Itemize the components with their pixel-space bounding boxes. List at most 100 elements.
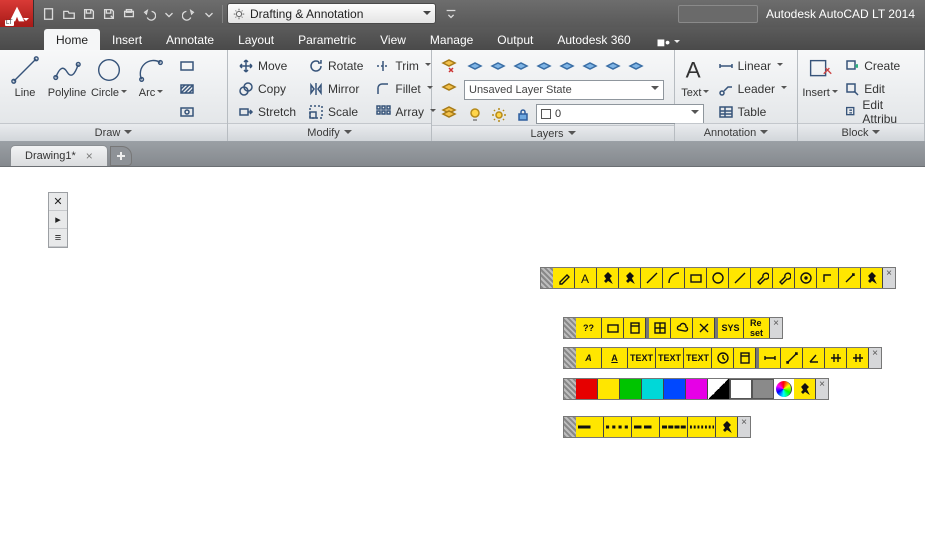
toolbar-grip[interactable] bbox=[541, 268, 553, 288]
qat-new-icon[interactable] bbox=[40, 5, 58, 23]
block-insert-button[interactable]: Insert bbox=[802, 53, 838, 99]
tb1-btn-10[interactable] bbox=[773, 268, 795, 288]
table-button[interactable]: Table bbox=[714, 101, 791, 122]
app-menu-button[interactable]: LT bbox=[0, 0, 34, 27]
tb3-btn-4[interactable]: TEXT bbox=[684, 348, 712, 368]
linetype-btn-2[interactable] bbox=[632, 417, 660, 437]
layer-b3[interactable] bbox=[510, 55, 532, 76]
tb3-btn-3[interactable]: TEXT bbox=[656, 348, 684, 368]
color-swatch-0[interactable] bbox=[576, 379, 598, 399]
tb2-btn-4[interactable] bbox=[649, 318, 671, 338]
drawing-canvas[interactable]: ✕ ▸ ≡ A× ??SYSReset× AATEXTTEXTTEXT× × × bbox=[0, 167, 925, 542]
tb2-btn-1[interactable] bbox=[602, 318, 624, 338]
floating-toolbar-1[interactable]: A× bbox=[540, 267, 896, 289]
toolbar-grip[interactable] bbox=[564, 318, 576, 338]
toolbar-close-icon[interactable]: × bbox=[770, 318, 782, 338]
qat-redo-icon[interactable] bbox=[180, 5, 198, 23]
layer-b6[interactable] bbox=[579, 55, 601, 76]
qat-open-icon[interactable] bbox=[60, 5, 78, 23]
color-bw-icon[interactable] bbox=[708, 379, 730, 399]
block-edit-button[interactable]: Edit bbox=[840, 78, 918, 99]
linetype-btn-1[interactable] bbox=[604, 417, 632, 437]
color-box-2[interactable] bbox=[752, 379, 774, 399]
modify-mirror-button[interactable]: Mirror bbox=[304, 78, 367, 99]
tab-parametric[interactable]: Parametric bbox=[286, 29, 368, 50]
modify-stretch-button[interactable]: Stretch bbox=[234, 101, 300, 122]
tab-view[interactable]: View bbox=[368, 29, 418, 50]
layer-props-button[interactable] bbox=[438, 55, 460, 76]
tb3-btn-9[interactable] bbox=[781, 348, 803, 368]
tb3-btn-11[interactable] bbox=[825, 348, 847, 368]
floating-toolbar-3[interactable]: AATEXTTEXTTEXT× bbox=[563, 347, 882, 369]
title-search[interactable] bbox=[678, 5, 758, 23]
tab-extra-button[interactable]: ■• bbox=[657, 34, 680, 50]
draw-polyline-button[interactable]: Polyline bbox=[46, 53, 88, 99]
palette-toggle-icon[interactable]: ▸ bbox=[49, 211, 67, 229]
palette-menu-icon[interactable]: ≡ bbox=[49, 229, 67, 247]
tb3-btn-6[interactable] bbox=[734, 348, 756, 368]
modify-move-button[interactable]: Move bbox=[234, 55, 300, 76]
document-tab[interactable]: Drawing1* × bbox=[10, 145, 108, 166]
leader-button[interactable]: Leader bbox=[714, 78, 791, 99]
tb1-btn-7[interactable] bbox=[707, 268, 729, 288]
layer-b2[interactable] bbox=[487, 55, 509, 76]
tb1-btn-0[interactable] bbox=[553, 268, 575, 288]
color-swatch-2[interactable] bbox=[620, 379, 642, 399]
qat-plot-icon[interactable] bbox=[120, 5, 138, 23]
tb3-btn-8[interactable] bbox=[759, 348, 781, 368]
tab-manage[interactable]: Manage bbox=[418, 29, 485, 50]
tb3-btn-12[interactable] bbox=[847, 348, 869, 368]
workspace-dropdown[interactable]: Drafting & Annotation bbox=[227, 3, 436, 24]
close-icon[interactable]: × bbox=[86, 149, 93, 163]
layer-bulb-icon[interactable] bbox=[464, 104, 486, 125]
dim-linear-button[interactable]: Linear bbox=[714, 55, 791, 76]
layer-b1[interactable] bbox=[464, 55, 486, 76]
color-swatch-1[interactable] bbox=[598, 379, 620, 399]
qat-more-icon[interactable] bbox=[160, 5, 178, 23]
layer-lock-icon[interactable] bbox=[512, 104, 534, 125]
qat-more2-icon[interactable] bbox=[200, 5, 218, 23]
draw-rect-button[interactable] bbox=[176, 55, 198, 76]
layer-state-dropdown[interactable]: Unsaved Layer State bbox=[464, 80, 664, 100]
tb1-btn-5[interactable] bbox=[663, 268, 685, 288]
layer-off-button[interactable] bbox=[438, 101, 460, 122]
tb2-btn-8[interactable]: SYS bbox=[718, 318, 744, 338]
tb1-btn-3[interactable] bbox=[619, 268, 641, 288]
panel-annotation-title[interactable]: Annotation bbox=[675, 123, 797, 141]
tab-home[interactable]: Home bbox=[44, 29, 100, 50]
modify-rotate-button[interactable]: Rotate bbox=[304, 55, 367, 76]
new-tab-button[interactable] bbox=[110, 146, 132, 166]
draw-arc-button[interactable]: Arc bbox=[130, 53, 172, 99]
tab-insert[interactable]: Insert bbox=[100, 29, 154, 50]
tb1-btn-1[interactable]: A bbox=[575, 268, 597, 288]
layer-b4[interactable] bbox=[533, 55, 555, 76]
layer-iso-button[interactable] bbox=[438, 78, 460, 99]
modify-copy-button[interactable]: Copy bbox=[234, 78, 300, 99]
color-box-1[interactable] bbox=[730, 379, 752, 399]
modify-trim-button[interactable]: Trim bbox=[371, 55, 440, 76]
toolbar-grip[interactable] bbox=[564, 379, 576, 399]
tb1-btn-9[interactable] bbox=[751, 268, 773, 288]
block-editattr-button[interactable]: Edit Attribu bbox=[840, 101, 918, 122]
tb2-btn-6[interactable] bbox=[693, 318, 715, 338]
color-swatch-3[interactable] bbox=[642, 379, 664, 399]
panel-modify-title[interactable]: Modify bbox=[228, 123, 431, 141]
floating-toolbar-5[interactable]: × bbox=[563, 416, 751, 438]
toolbar-grip[interactable] bbox=[564, 417, 576, 437]
toolbar-close-icon[interactable]: × bbox=[738, 417, 750, 437]
draw-line-button[interactable]: Line bbox=[4, 53, 46, 99]
layer-sun-icon[interactable] bbox=[488, 104, 510, 125]
tb5-pin-icon[interactable] bbox=[716, 417, 738, 437]
tab-annotate[interactable]: Annotate bbox=[154, 29, 226, 50]
qat-saveas-icon[interactable] bbox=[100, 5, 118, 23]
tb3-btn-1[interactable]: A bbox=[602, 348, 628, 368]
qat-save-icon[interactable] bbox=[80, 5, 98, 23]
draw-hatch-button[interactable] bbox=[176, 78, 198, 99]
tb1-btn-8[interactable] bbox=[729, 268, 751, 288]
tb2-btn-2[interactable] bbox=[624, 318, 646, 338]
layer-b8[interactable] bbox=[625, 55, 647, 76]
tb1-pin-icon[interactable] bbox=[861, 268, 883, 288]
toolbar-close-icon[interactable]: × bbox=[883, 268, 895, 288]
tb2-btn-9[interactable]: Reset bbox=[744, 318, 770, 338]
modify-array-button[interactable]: Array bbox=[371, 101, 440, 122]
